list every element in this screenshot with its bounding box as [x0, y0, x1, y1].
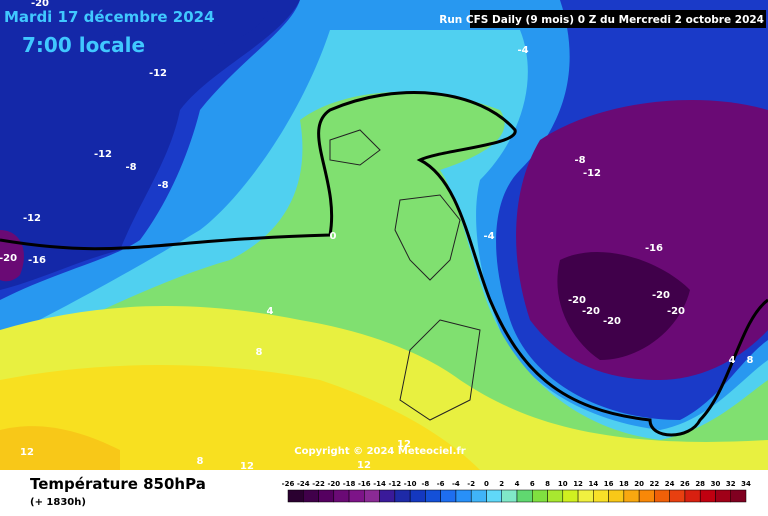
scale-label: -4	[452, 480, 460, 488]
contour-label: -20	[31, 0, 49, 9]
contour-label: 8	[747, 355, 754, 366]
scale-swatch	[669, 489, 686, 503]
contour-label: 8	[197, 456, 204, 467]
scale-label: 18	[619, 480, 629, 488]
map-time: 7:00 locale	[22, 33, 145, 57]
scale-swatch	[654, 489, 670, 503]
contour-label: 8	[256, 347, 263, 358]
scale-label: 0	[484, 480, 489, 488]
contour-label: -12	[149, 68, 167, 79]
contour-label: -20	[603, 316, 621, 327]
scale-swatch	[470, 489, 487, 503]
scale-swatch	[303, 489, 319, 503]
scale-label: 8	[545, 480, 550, 488]
scale-label: -18	[343, 480, 356, 488]
scale-label: -14	[373, 480, 386, 488]
scale-label: 32	[726, 480, 736, 488]
scale-label: 34	[741, 480, 751, 488]
scale-swatch	[608, 489, 625, 503]
contour-label: -12	[23, 213, 41, 224]
scale-label: 6	[530, 480, 535, 488]
scale-label: -16	[358, 480, 371, 488]
scale-label: -6	[437, 480, 445, 488]
scale-label: 16	[604, 480, 614, 488]
scale-swatch	[547, 489, 564, 503]
copyright: Copyright © 2024 Meteociel.fr	[294, 446, 465, 457]
scale-swatch	[532, 489, 548, 503]
scale-label: 10	[558, 480, 568, 488]
contour-label: -4	[483, 231, 494, 242]
scale-label: -20	[327, 480, 340, 488]
scale-label: 14	[588, 480, 598, 488]
contour-label: -8	[574, 155, 585, 166]
scale-swatch	[516, 489, 533, 503]
scale-label: -12	[389, 480, 402, 488]
scale-swatch	[638, 489, 655, 503]
scale-label: -8	[422, 480, 430, 488]
contour-label: 12	[357, 460, 371, 471]
contour-label: 0	[330, 231, 337, 242]
scale-swatch	[562, 489, 579, 503]
scale-label: 24	[665, 480, 675, 488]
scale-swatch	[409, 489, 426, 503]
scale-swatch	[364, 489, 380, 503]
contour-label: 4	[729, 355, 736, 366]
contour-label: 12	[20, 447, 34, 458]
footer-title: Température 850hPa	[30, 475, 206, 493]
contour-label: -20	[667, 306, 685, 317]
scale-swatch	[333, 489, 350, 503]
scale-swatch	[287, 489, 304, 503]
scale-label: -26	[282, 480, 295, 488]
scale-swatch	[394, 489, 411, 503]
scale-swatch	[440, 489, 457, 503]
scale-label: 4	[515, 480, 520, 488]
contour-label: 4	[267, 306, 274, 317]
scale-swatch	[348, 489, 365, 503]
scale-label: 2	[499, 480, 504, 488]
contour-label: -12	[94, 149, 112, 160]
contour-label: 12	[397, 439, 411, 450]
contour-label: -16	[645, 243, 663, 254]
scale-swatch	[501, 489, 518, 503]
scale-swatch	[684, 489, 701, 503]
scale-swatch	[623, 489, 640, 503]
scale-label: 30	[711, 480, 721, 488]
contour-label: -20	[652, 290, 670, 301]
scale-swatch	[425, 489, 441, 503]
contour-label: -4	[517, 45, 528, 56]
scale-label: 28	[695, 480, 705, 488]
scale-swatch	[455, 489, 472, 503]
map	[0, 0, 768, 471]
scale-swatch	[486, 489, 502, 503]
scale-label: -2	[467, 480, 475, 488]
scale-swatch	[699, 489, 716, 503]
scale-swatch	[379, 489, 396, 503]
scale-label: 20	[634, 480, 644, 488]
map-date: Mardi 17 décembre 2024	[4, 8, 215, 26]
scale-swatch	[730, 489, 747, 503]
run-info: Run CFS Daily (9 mois) 0 Z du Mercredi 2…	[439, 14, 764, 26]
scale-label: -22	[312, 480, 325, 488]
scale-label: -10	[404, 480, 417, 488]
scale-label: 22	[650, 480, 660, 488]
contour-label: -20	[582, 306, 600, 317]
contour-label: -8	[125, 162, 136, 173]
contour-label: -8	[157, 180, 168, 191]
contour-label: -12	[583, 168, 601, 179]
scale-swatch	[318, 489, 335, 503]
run-box	[470, 10, 766, 28]
scale-label: 26	[680, 480, 690, 488]
scale-swatch	[577, 489, 594, 503]
contour-label: -16	[28, 255, 46, 266]
contour-label: -20	[0, 253, 17, 264]
scale-label: -24	[297, 480, 310, 488]
scale-label: 12	[573, 480, 583, 488]
scale-swatch	[715, 489, 731, 503]
footer-lead: (+ 1830h)	[30, 497, 86, 508]
scale-swatch	[593, 489, 609, 503]
contour-label: -20	[568, 295, 586, 306]
contour-label: 12	[240, 461, 254, 472]
